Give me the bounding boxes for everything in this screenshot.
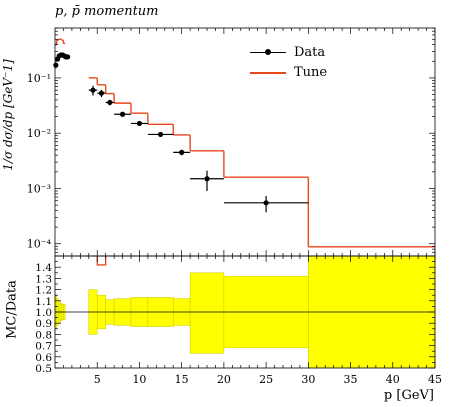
main-y-tick-label: 10⁻⁴: [27, 238, 52, 251]
legend-entry-data: Data: [250, 42, 327, 62]
data-point-13: [147, 131, 174, 138]
data-marker: [263, 200, 269, 206]
ratio-y-tick-label: 1.2: [35, 285, 52, 297]
chart-title: p, p̄ momentum: [55, 4, 159, 19]
data-point-11: [114, 111, 131, 117]
ratio-y-tick-label: 1.4: [35, 262, 52, 274]
data-marker: [98, 90, 105, 96]
ratio-panel: [54, 255, 436, 369]
data-marker: [90, 87, 96, 93]
ratio-y-tick-label: 0.5: [35, 363, 52, 375]
data-point-9: [97, 89, 106, 98]
x-tick-label: 10: [132, 373, 146, 386]
data-marker: [136, 120, 143, 127]
ratio-y-tick-label: 0.6: [35, 352, 52, 364]
ratio-y-tick-label: 1.3: [35, 273, 52, 285]
x-tick-label: 20: [217, 373, 231, 386]
main-y-tick-label: 10⁻³: [27, 182, 51, 195]
x-tick-label: 45: [428, 373, 442, 386]
data-point-7: [65, 54, 71, 60]
ratio-y-tick-label: 0.7: [35, 341, 52, 353]
x-tick-label: 15: [175, 373, 189, 386]
legend-marker-tune: [250, 66, 286, 78]
data-point-15: [190, 170, 224, 191]
data-marker: [179, 149, 185, 155]
data-point-0: [53, 62, 59, 69]
legend-marker-data: [250, 46, 286, 58]
data-point-12: [131, 120, 148, 127]
data-marker: [157, 131, 164, 138]
data-marker: [107, 99, 113, 106]
legend-label-data: Data: [294, 44, 326, 60]
main-frame: [54, 27, 436, 257]
data-marker: [119, 111, 126, 117]
ratio-tune-step-0: [96, 256, 107, 266]
data-point-8: [88, 85, 98, 96]
data-marker: [53, 62, 59, 68]
main-panel: [53, 38, 435, 248]
main-y-axis-label: 1/σ dσ/dp [GeV⁻1]: [1, 59, 15, 171]
ratio-y-tick-label: 1.0: [35, 307, 52, 319]
data-marker: [65, 54, 71, 60]
ratio-y-tick-label: 0.9: [35, 318, 52, 330]
data-point-16: [223, 196, 309, 213]
data-point-14: [173, 149, 191, 156]
data-point-10: [105, 99, 115, 106]
data-marker: [204, 176, 210, 182]
ratio-y-tick-label: 0.8: [35, 329, 52, 341]
ratio-y-tick-label: 1.1: [35, 296, 52, 308]
x-tick-label: 5: [94, 373, 101, 386]
main-y-tick-label: 10⁻²: [27, 127, 51, 140]
main-y-tick-label: 10⁻¹: [27, 72, 51, 85]
legend-entry-tune: Tune: [250, 62, 327, 82]
x-tick-label: 35: [344, 373, 358, 386]
ratio-y-axis-label: MC/Data: [4, 280, 20, 339]
x-axis-label: p [GeV]: [383, 388, 434, 403]
ratio-band-bin-13: [189, 272, 225, 354]
legend: Data Tune: [250, 42, 327, 82]
x-tick-label: 40: [386, 373, 400, 386]
x-tick-label: 25: [259, 373, 273, 386]
x-tick-label: 30: [301, 373, 315, 386]
legend-label-tune: Tune: [294, 64, 328, 80]
